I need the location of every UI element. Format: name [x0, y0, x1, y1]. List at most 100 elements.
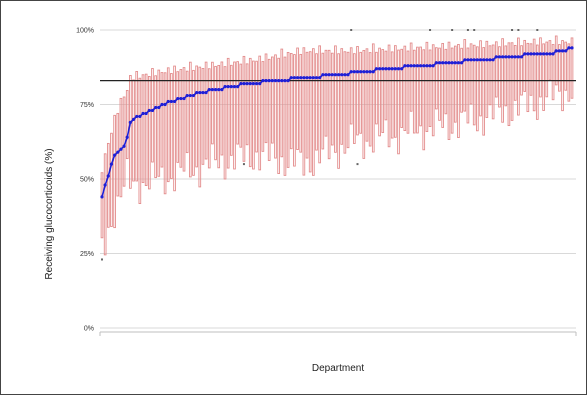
department-box	[258, 55, 262, 171]
series-point	[349, 70, 353, 74]
department-box	[378, 47, 381, 137]
series-point	[217, 88, 221, 92]
outlier-point	[466, 29, 469, 31]
series-point	[198, 90, 202, 95]
series-point	[311, 76, 315, 80]
department-box	[289, 52, 293, 150]
outlier-point	[356, 163, 359, 166]
department-box	[248, 57, 252, 168]
outlier-point	[350, 29, 353, 31]
series-point	[418, 64, 423, 68]
series-point	[318, 76, 322, 80]
series-point	[519, 55, 524, 59]
series-point	[113, 153, 117, 157]
series-point	[106, 174, 110, 178]
series-point	[122, 144, 126, 148]
series-point	[141, 111, 145, 116]
y-tick-label: 100%	[76, 28, 94, 35]
series-point	[510, 55, 514, 59]
series-point	[295, 76, 300, 80]
department-box	[233, 61, 236, 170]
department-box	[447, 41, 451, 140]
department-box	[330, 52, 334, 146]
series-point	[441, 61, 445, 65]
department-box	[230, 64, 233, 156]
department-box	[245, 63, 249, 146]
series-point	[412, 64, 416, 68]
department-box	[526, 42, 530, 113]
series-point	[403, 64, 407, 68]
department-box	[223, 66, 227, 180]
series-point	[472, 58, 476, 62]
department-box	[542, 43, 545, 111]
series-point	[232, 85, 237, 89]
department-box	[125, 90, 129, 160]
series-point	[450, 61, 454, 65]
series-point	[548, 52, 552, 56]
y-tick-label: 25%	[80, 251, 94, 258]
series-point	[305, 76, 309, 80]
series-point	[220, 88, 224, 92]
department-box	[356, 46, 359, 136]
department-box	[188, 61, 192, 178]
series-point	[248, 82, 252, 86]
series-point	[239, 82, 243, 86]
department-box	[406, 50, 410, 134]
series-point	[277, 79, 281, 83]
department-box	[510, 42, 514, 121]
department-box	[419, 46, 422, 127]
department-box	[321, 52, 325, 150]
series-point	[475, 58, 479, 62]
department-box	[293, 54, 296, 167]
department-box	[425, 41, 429, 132]
department-box	[135, 71, 139, 182]
y-tick-label: 75%	[80, 102, 94, 109]
series-point	[283, 79, 287, 83]
series-point	[109, 162, 114, 166]
series-point	[535, 52, 539, 56]
department-box	[217, 64, 221, 169]
series-point	[513, 55, 517, 59]
department-box	[252, 60, 255, 170]
series-point	[387, 67, 391, 71]
series-point	[289, 76, 293, 80]
department-box	[220, 61, 224, 156]
series-point	[245, 82, 249, 86]
series-point	[557, 49, 561, 53]
department-box	[308, 51, 312, 173]
series-point	[560, 49, 565, 53]
series-point	[207, 88, 211, 92]
department-box	[453, 45, 457, 123]
series-point	[242, 82, 246, 86]
series-point	[201, 90, 205, 95]
department-box	[116, 112, 120, 197]
department-box	[384, 50, 388, 121]
series-point	[280, 79, 284, 83]
series-point	[333, 73, 338, 77]
department-box	[387, 44, 391, 148]
series-point	[213, 88, 218, 92]
gridlines	[100, 29, 576, 329]
series-point	[396, 67, 401, 71]
series-point	[400, 67, 404, 71]
department-box	[444, 48, 448, 115]
series-point	[226, 85, 230, 89]
department-box	[365, 48, 369, 142]
department-box	[381, 49, 385, 133]
series-point	[343, 73, 347, 77]
series-point	[365, 70, 369, 74]
department-box	[239, 63, 243, 148]
department-box	[242, 55, 246, 162]
department-box	[428, 49, 432, 127]
department-box	[327, 49, 331, 160]
department-box	[472, 44, 476, 126]
series-point	[478, 58, 483, 62]
department-box	[280, 48, 284, 158]
department-box	[315, 53, 318, 151]
department-box	[144, 73, 148, 186]
department-box	[532, 38, 536, 112]
department-box	[548, 40, 552, 81]
department-box	[469, 43, 473, 105]
series-point	[453, 61, 457, 65]
department-box	[163, 72, 167, 195]
